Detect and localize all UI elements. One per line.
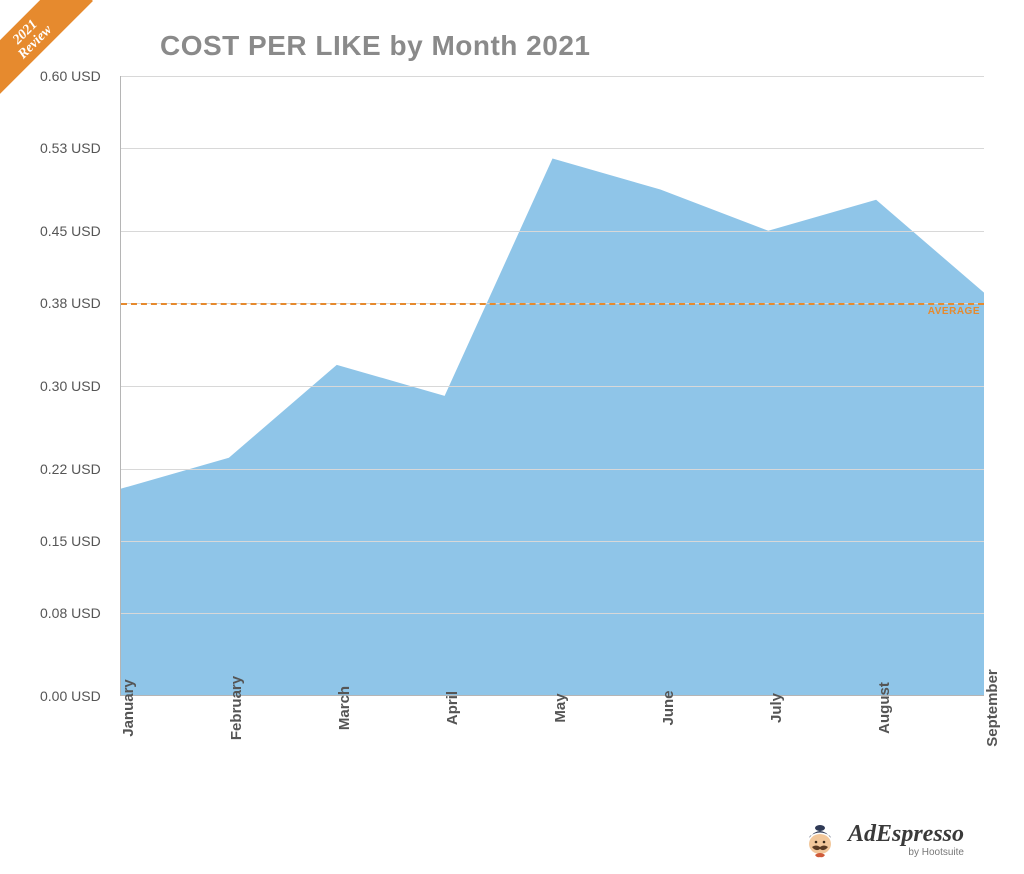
x-axis-label: April (444, 691, 461, 725)
y-axis-label: 0.30 USD (40, 378, 110, 394)
brand-footer: AdEspresso by Hootsuite (800, 820, 964, 860)
gridline (121, 76, 984, 77)
y-axis-label: 0.08 USD (40, 605, 110, 621)
chart-title-strong: COST PER LIKE (160, 30, 381, 61)
y-axis-label: 0.38 USD (40, 295, 110, 311)
x-axis-label: May (552, 693, 569, 722)
brand-byline: by Hootsuite (908, 848, 964, 858)
chart-title-rest: by Month 2021 (381, 30, 590, 61)
adespresso-logo-icon (800, 820, 840, 860)
y-axis-label: 0.60 USD (40, 68, 110, 84)
average-label: AVERAGE (928, 306, 980, 317)
y-axis-label: 0.00 USD (40, 688, 110, 704)
chart: AVERAGE 0.00 USD 0.08 USD 0.15 USD 0.22 USD… (40, 76, 984, 776)
x-axis-label: March (336, 686, 353, 730)
gridline (121, 148, 984, 149)
x-axis-label: February (228, 676, 245, 740)
gridline (121, 541, 984, 542)
y-axis-label: 0.22 USD (40, 461, 110, 477)
x-axis-label: January (120, 679, 137, 737)
gridline (121, 231, 984, 232)
gridline (121, 613, 984, 614)
brand-text: AdEspresso by Hootsuite (848, 822, 964, 858)
chart-title: COST PER LIKE by Month 2021 (160, 30, 590, 62)
y-axis-label: 0.45 USD (40, 223, 110, 239)
plot-area: AVERAGE (120, 76, 984, 696)
x-axis-label: September (984, 669, 1001, 747)
y-axis-label: 0.15 USD (40, 533, 110, 549)
x-axis-label: June (660, 690, 677, 725)
brand-name: AdEspresso (848, 822, 964, 846)
x-axis-label: July (768, 693, 785, 723)
x-axis-label: August (876, 682, 893, 734)
y-axis-label: 0.53 USD (40, 140, 110, 156)
gridline (121, 386, 984, 387)
gridline (121, 469, 984, 470)
average-line (121, 303, 984, 305)
